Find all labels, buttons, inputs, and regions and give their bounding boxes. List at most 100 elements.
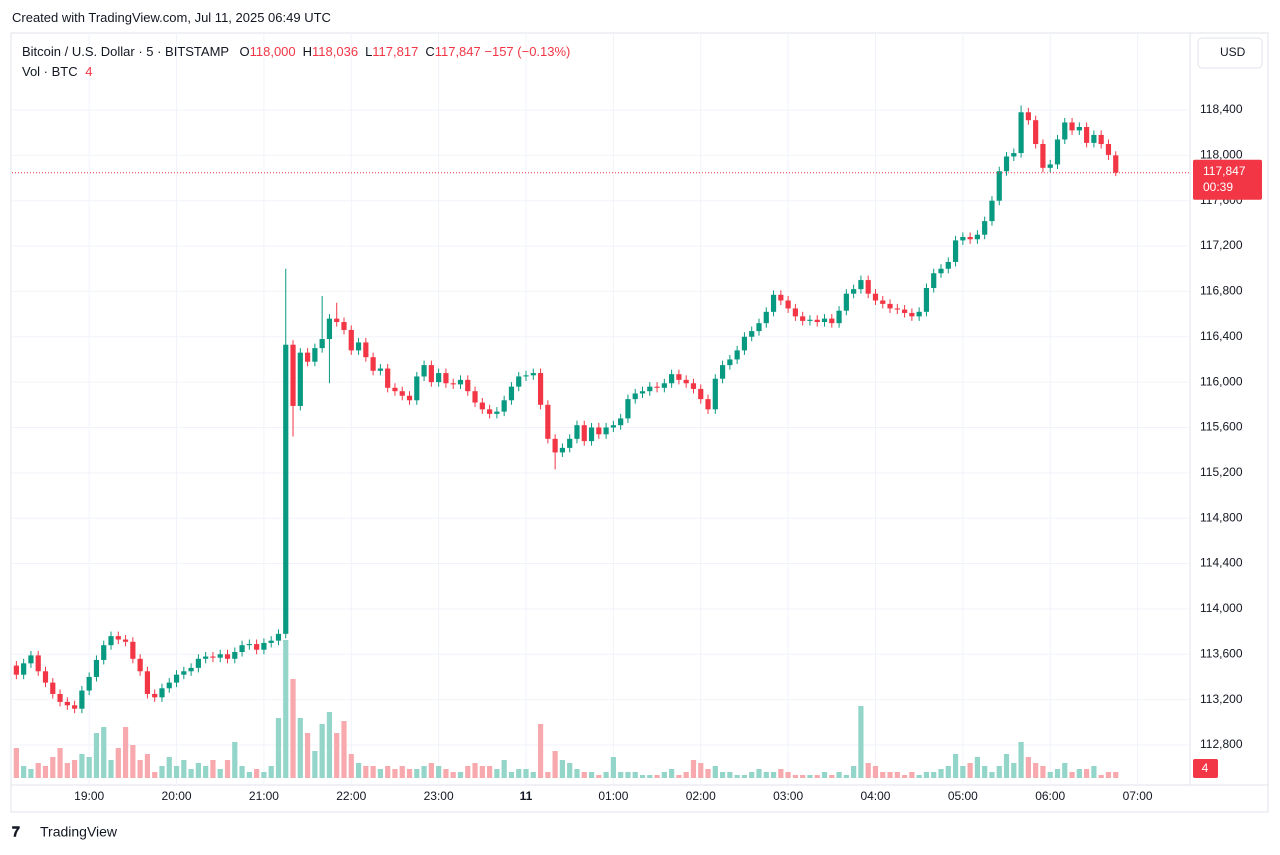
candle-body [494,411,500,414]
candle-body [377,368,383,371]
candle-body [188,667,194,672]
volume-bar [275,718,282,778]
ohlc-value: 118,036 [312,44,359,59]
candle-body [1062,122,1068,140]
candle-body [312,348,318,362]
volume-bar [479,766,485,778]
volume-bar [115,748,121,778]
volume-bar [669,769,675,778]
volume-bar [814,775,820,778]
candle-body [173,674,180,683]
candle-body [217,654,223,658]
volume-bar [86,757,92,778]
volume-bar [370,766,376,778]
volume-bar [1018,742,1024,778]
change-label: −157 (−0.13%) [484,44,571,59]
volume-bar [552,751,558,778]
volume-bar [210,760,216,778]
volume-bar [334,733,340,778]
currency-button[interactable] [1197,37,1263,69]
candle-body [1113,155,1119,173]
volume-bar [676,775,682,778]
candle-body [1091,134,1097,143]
candle-body [436,373,442,383]
candle-body [86,676,92,691]
volume-bar [414,769,420,778]
volume-bar [312,751,318,778]
volume-bar [887,772,893,778]
candle-body [392,387,398,392]
volume-bar [545,772,551,778]
candle-body [821,318,828,323]
candle-body [712,378,718,410]
candle-body [246,644,252,646]
candle-body [625,399,631,419]
volume-bar [909,772,915,778]
volume-bar [399,766,405,778]
volume-bar [588,772,595,778]
x-tick-label: 11 [520,789,533,803]
y-tick-label: 118,000 [1200,148,1243,162]
candle-body [647,386,653,392]
candle-body [756,323,762,332]
candle-body [974,234,981,240]
symbol-title: Bitcoin / U.S. Dollar · 5 · BITSTAMP [22,44,229,59]
ohlc-value: 118,000 [249,44,296,59]
candle-body [1040,144,1046,168]
volume-bar [57,748,63,778]
volume-bar [639,775,646,778]
candle-body [261,642,267,650]
candle-body [618,418,624,426]
candle-body [465,379,471,392]
volume-bar [1091,766,1097,778]
candle-body [239,645,245,652]
candle-body [501,400,507,412]
candle-body [530,373,536,376]
volume-bar [982,766,988,778]
volume-bar [523,769,529,778]
volume-bar [698,763,704,778]
candle-body [254,644,260,650]
candle-body [567,438,573,448]
candle-body [596,427,602,435]
candle-body [588,427,595,442]
y-tick-label: 113,200 [1200,692,1243,706]
candle-body [42,671,49,683]
created-note: Created with TradingView.com, Jul 11, 20… [12,10,331,25]
volume-bar [931,772,937,778]
candle-body [516,376,522,387]
volume-bar [632,772,638,778]
logo-text: TradingView [40,824,118,840]
volume-bar [989,772,995,778]
volume-bar [122,727,129,778]
candle-body [938,268,944,274]
ohlc-key: H [302,44,313,59]
volume-bar [130,745,136,778]
volume-bar [108,760,114,778]
volume-bar [450,772,456,778]
logo: 𝟕 TradingView [12,824,118,840]
candle-body [115,636,121,640]
volume-bars [13,640,1119,778]
volume-bar [1076,769,1082,778]
volume-bar [785,772,791,778]
volume-bar [1047,772,1053,778]
volume-bar [923,772,930,778]
volume-bar [749,772,755,778]
volume-bar [974,757,981,778]
volume-bar [152,772,158,778]
volume-bar [341,721,347,778]
volume-bar [494,769,500,778]
y-tick-label: 114,000 [1200,601,1243,615]
candle-body [443,373,449,384]
candle-body [785,300,791,309]
y-tick-label: 115,200 [1200,465,1243,479]
candle-body [508,386,515,401]
volume-bar [173,766,180,778]
volume-bar [756,769,762,778]
candle-body [632,393,638,400]
candle-body [28,655,34,664]
x-tick-label: 03:00 [773,789,803,803]
candle-body [203,656,209,659]
